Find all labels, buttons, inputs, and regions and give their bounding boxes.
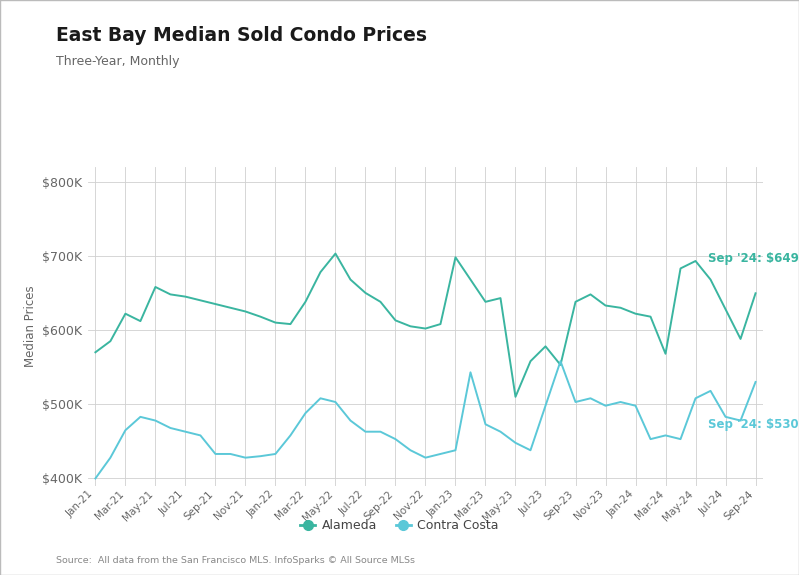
Text: Sep '24: $649,500: Sep '24: $649,500 (708, 252, 799, 265)
Text: Source:  All data from the San Francisco MLS. InfoSparks © All Source MLSs: Source: All data from the San Francisco … (56, 555, 415, 565)
Text: Sep '24: $530,000: Sep '24: $530,000 (708, 418, 799, 431)
Text: East Bay Median Sold Condo Prices: East Bay Median Sold Condo Prices (56, 26, 427, 45)
Text: Three-Year, Monthly: Three-Year, Monthly (56, 55, 180, 68)
Legend: Alameda, Contra Costa: Alameda, Contra Costa (296, 514, 503, 537)
Y-axis label: Median Prices: Median Prices (24, 286, 37, 367)
